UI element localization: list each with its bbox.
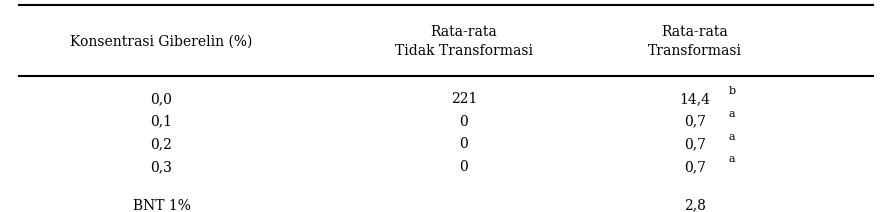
Text: 0,0: 0,0: [151, 92, 172, 106]
Text: a: a: [729, 154, 735, 164]
Text: BNT 1%: BNT 1%: [133, 198, 190, 212]
Text: 14,4: 14,4: [680, 92, 711, 106]
Text: 0,3: 0,3: [151, 160, 172, 174]
Text: 0,1: 0,1: [151, 115, 172, 129]
Text: a: a: [729, 109, 735, 119]
Text: Konsentrasi Giberelin (%): Konsentrasi Giberelin (%): [70, 35, 252, 49]
Text: 0: 0: [459, 115, 468, 129]
Text: Rata-rata
Transformasi: Rata-rata Transformasi: [648, 25, 742, 58]
Text: 0: 0: [459, 137, 468, 151]
Text: 0: 0: [459, 160, 468, 174]
Text: 0,7: 0,7: [684, 115, 706, 129]
Text: 2,8: 2,8: [684, 198, 706, 212]
Text: 0,7: 0,7: [684, 137, 706, 151]
Text: 221: 221: [450, 92, 477, 106]
Text: 0,7: 0,7: [684, 160, 706, 174]
Text: a: a: [729, 132, 735, 142]
Text: 0,2: 0,2: [151, 137, 172, 151]
Text: b: b: [729, 86, 736, 96]
Text: Rata-rata
Tidak Transformasi: Rata-rata Tidak Transformasi: [395, 25, 533, 58]
